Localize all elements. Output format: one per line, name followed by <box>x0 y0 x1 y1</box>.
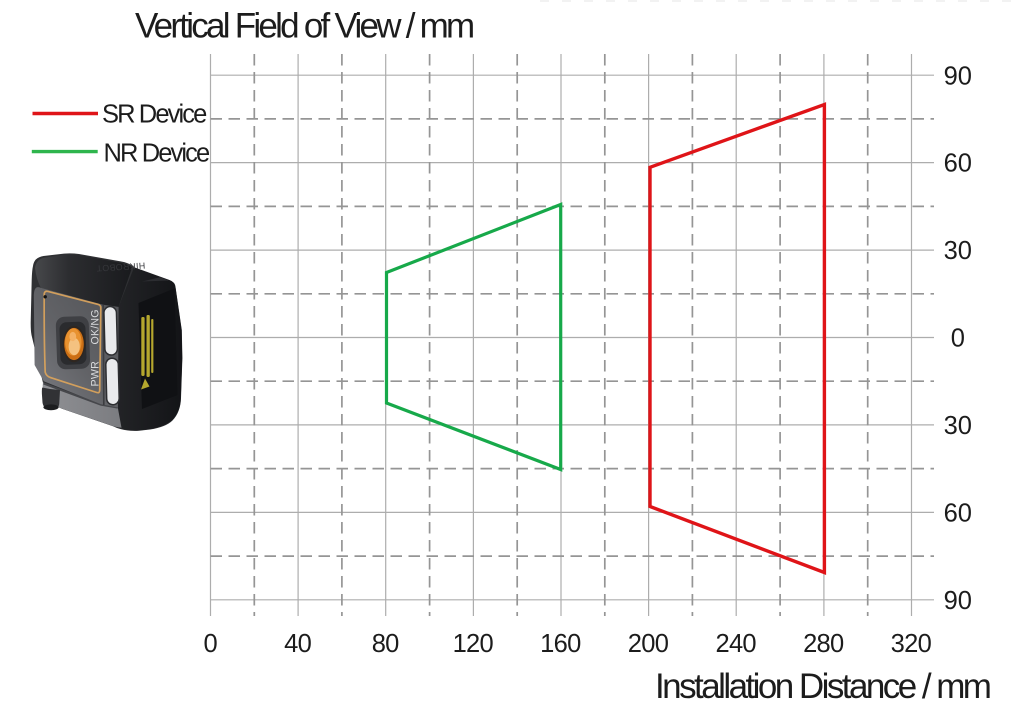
svg-text:40: 40 <box>284 630 311 658</box>
svg-text:60: 60 <box>944 150 972 178</box>
svg-text:SR Device: SR Device <box>102 101 207 129</box>
svg-text:NR Device: NR Device <box>104 140 210 168</box>
svg-text:280: 280 <box>803 630 844 658</box>
svg-text:Vertical Field of View / mm: Vertical Field of View / mm <box>135 7 473 46</box>
svg-text:OK/NG: OK/NG <box>90 309 102 344</box>
svg-text:90: 90 <box>944 587 972 615</box>
svg-text:80: 80 <box>372 630 399 658</box>
svg-text:120: 120 <box>453 630 494 658</box>
svg-text:Installation Distance / mm: Installation Distance / mm <box>655 667 990 706</box>
svg-text:30: 30 <box>944 412 972 440</box>
svg-text:HIKROBOT: HIKROBOT <box>96 261 146 274</box>
svg-text:0: 0 <box>951 325 965 353</box>
svg-text:PWR: PWR <box>90 361 102 387</box>
svg-text:320: 320 <box>891 630 932 658</box>
svg-text:0: 0 <box>204 630 218 658</box>
svg-text:240: 240 <box>715 630 756 658</box>
svg-text:90: 90 <box>944 62 972 90</box>
svg-text:200: 200 <box>628 630 669 658</box>
svg-text:30: 30 <box>944 237 972 265</box>
svg-text:160: 160 <box>540 630 581 658</box>
svg-text:60: 60 <box>944 500 972 528</box>
